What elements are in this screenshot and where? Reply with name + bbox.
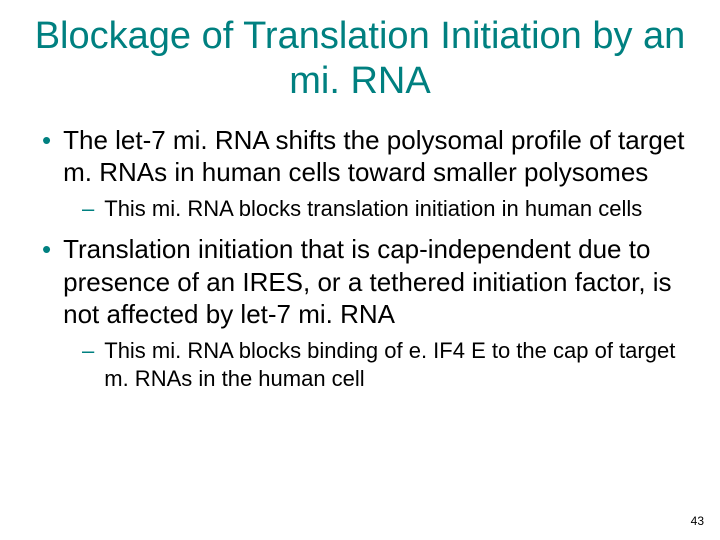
bullet-item: – This mi. RNA blocks binding of e. IF4 … xyxy=(28,337,692,394)
bullet-item: • Translation initiation that is cap-ind… xyxy=(28,233,692,331)
bullet-item: • The let-7 mi. RNA shifts the polysomal… xyxy=(28,124,692,189)
bullet-item: – This mi. RNA blocks translation initia… xyxy=(28,195,692,224)
bullet-dash-icon: – xyxy=(82,195,94,224)
slide-title: Blockage of Translation Initiation by an… xyxy=(28,14,692,104)
bullet-dot-icon: • xyxy=(42,233,51,267)
bullet-dot-icon: • xyxy=(42,124,51,158)
bullet-text: This mi. RNA blocks translation initiati… xyxy=(104,195,642,224)
page-number: 43 xyxy=(691,514,704,528)
bullet-text: This mi. RNA blocks binding of e. IF4 E … xyxy=(104,337,692,394)
bullet-text: Translation initiation that is cap-indep… xyxy=(63,233,692,331)
bullet-text: The let-7 mi. RNA shifts the polysomal p… xyxy=(63,124,692,189)
bullet-dash-icon: – xyxy=(82,337,94,366)
